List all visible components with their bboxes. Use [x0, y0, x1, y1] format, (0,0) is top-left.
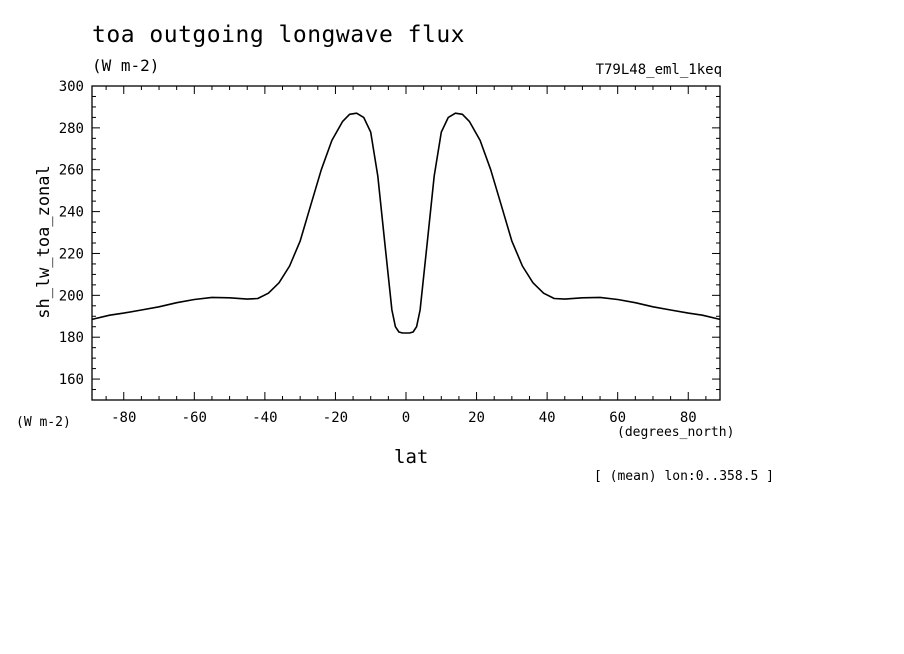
y-tick-label: 160 [59, 372, 84, 388]
chart-title: toa outgoing longwave flux [92, 22, 466, 48]
axis-ticks [92, 85, 720, 400]
chart-units-subtitle: (W m-2) [92, 56, 160, 75]
x-tick-label: 20 [468, 410, 485, 426]
y-tick-label: 200 [59, 288, 84, 304]
x-tick-label: 40 [539, 410, 556, 426]
x-tick-label: -80 [111, 410, 136, 426]
y-axis-units: (W m-2) [16, 415, 71, 430]
x-axis-label: lat [394, 446, 429, 468]
x-tick-label: 0 [402, 410, 410, 426]
series-group [91, 112, 721, 334]
y-tick-label: 240 [59, 205, 84, 221]
x-tick-label: 60 [609, 410, 626, 426]
y-tick-label: 220 [59, 246, 84, 262]
tick-labels: -80 -60 -40 -20 0 20 40 60 80 160 180 200 220 240 260 2… [59, 79, 697, 426]
y-tick-label: 260 [59, 163, 84, 179]
y-tick-label: 280 [59, 121, 84, 137]
x-tick-label: -60 [182, 410, 207, 426]
y-tick-label: 180 [59, 330, 84, 346]
x-tick-label: -20 [323, 410, 348, 426]
dataset-label: T79L48_eml_1keq [595, 62, 722, 78]
averaging-annotation: [ (mean) lon:0..358.5 ] [594, 469, 775, 484]
x-tick-label: 80 [680, 410, 697, 426]
plot-frame [91, 85, 721, 401]
series-line [91, 112, 721, 334]
x-axis-units: (degrees_north) [617, 425, 735, 440]
x-tick-label: -40 [252, 410, 277, 426]
y-tick-label: 300 [59, 79, 84, 95]
